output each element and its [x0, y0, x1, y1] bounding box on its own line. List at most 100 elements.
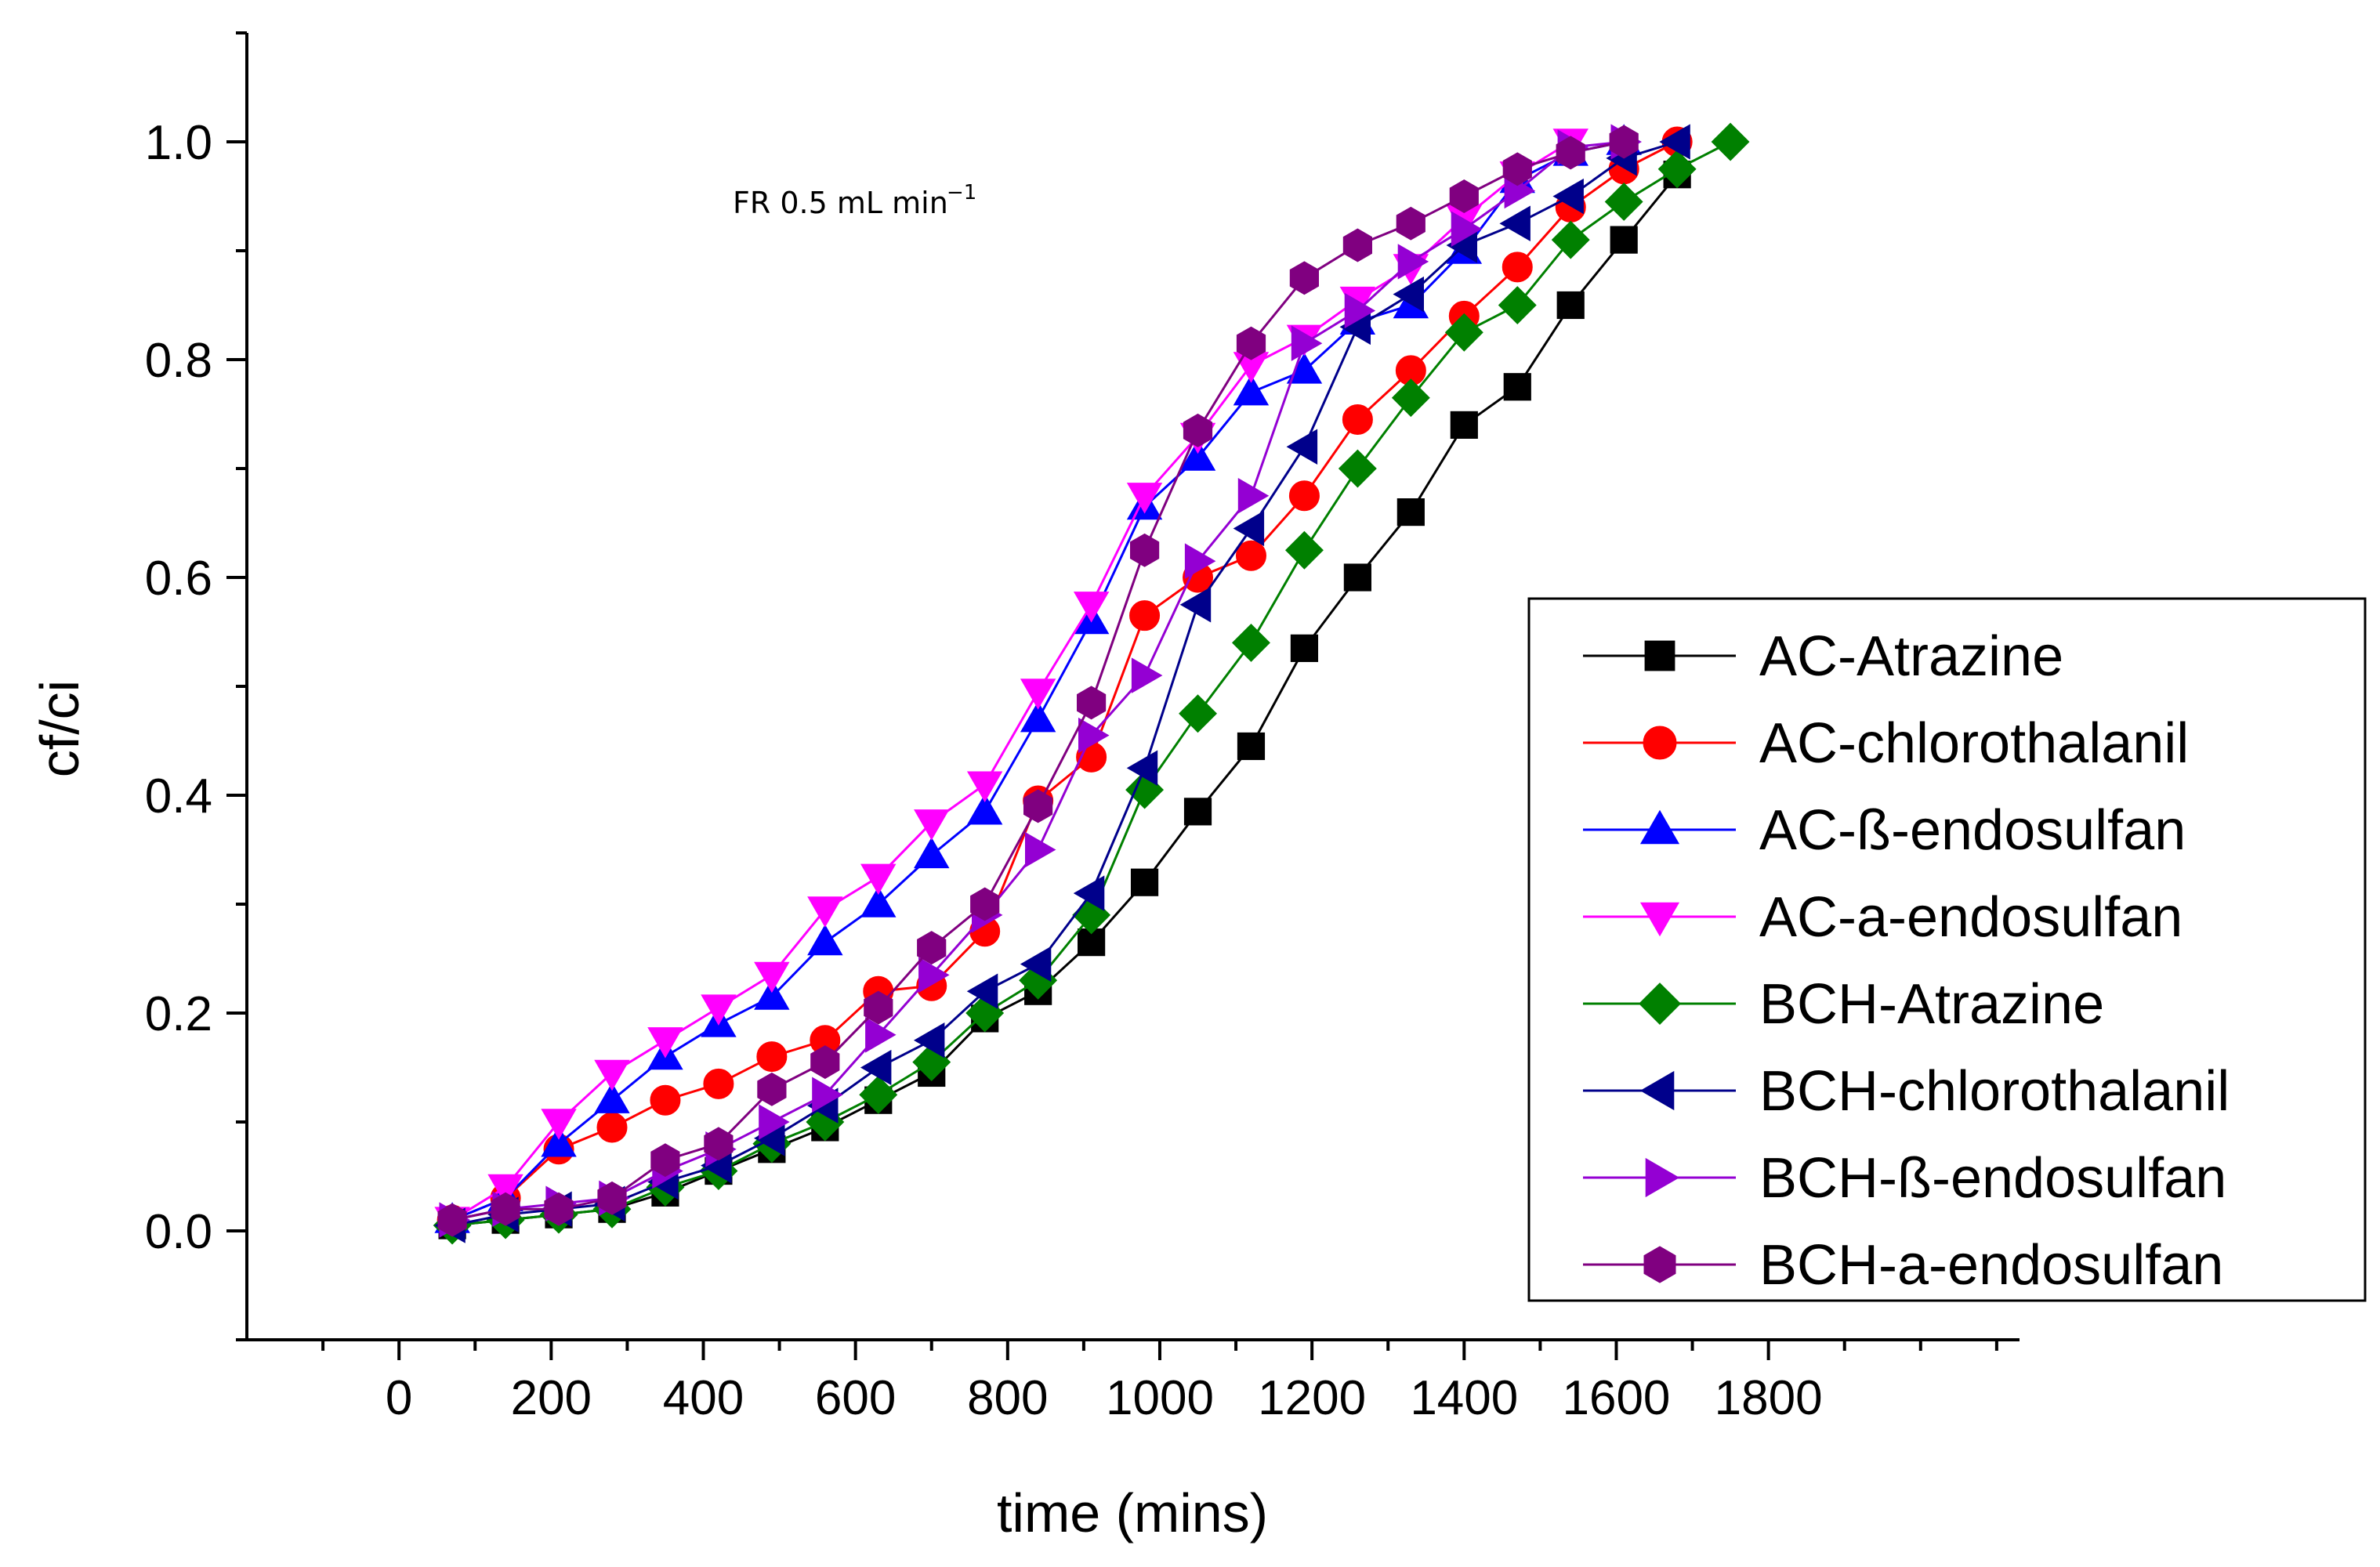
- data-point: [966, 973, 998, 1009]
- x-axis-label: time (mins): [997, 1482, 1268, 1543]
- data-point: [1235, 540, 1266, 571]
- legend-marker: [1644, 640, 1675, 671]
- data-point: [544, 1192, 574, 1226]
- x-tick-label: 0: [386, 1371, 412, 1425]
- y-axis-label: cf/ci: [29, 680, 90, 777]
- series-bch-a-endosulfan: [437, 125, 1639, 1237]
- data-point: [1449, 179, 1479, 213]
- data-point: [918, 957, 950, 993]
- data-point: [917, 931, 947, 965]
- data-point: [860, 886, 897, 917]
- data-point: [487, 1174, 523, 1206]
- data-point: [701, 994, 737, 1026]
- data-point: [757, 1072, 787, 1106]
- flow-rate-text: FR 0.5 mL min: [733, 186, 948, 220]
- data-point: [1604, 182, 1643, 221]
- data-point: [437, 1203, 467, 1237]
- series-line: [451, 140, 1571, 1221]
- data-point: [1397, 244, 1429, 280]
- data-point: [1289, 261, 1319, 295]
- y-tick-label: 0.2: [145, 987, 212, 1041]
- legend-entry: AC-ß-endosulfan: [1583, 799, 2186, 862]
- data-point: [597, 1181, 627, 1215]
- flow-rate-superscript: −1: [947, 181, 976, 204]
- data-point: [810, 1045, 840, 1080]
- x-tick-label: 1800: [1715, 1371, 1823, 1425]
- data-point: [594, 1082, 630, 1113]
- y-tick-label: 0.6: [145, 552, 212, 606]
- legend-entry: AC-a-endosulfan: [1583, 886, 2183, 949]
- data-point: [1451, 211, 1483, 247]
- data-point: [1073, 875, 1105, 911]
- data-point: [754, 961, 790, 993]
- legend-entry: BCH-chlorothalanil: [1583, 1060, 2230, 1123]
- legend-marker: [1639, 983, 1682, 1026]
- data-point: [812, 1077, 843, 1113]
- data-point: [1610, 226, 1638, 254]
- data-point: [1126, 750, 1158, 786]
- data-point: [1503, 373, 1531, 401]
- legend-label: AC-a-endosulfan: [1759, 886, 2183, 949]
- data-point: [1291, 325, 1323, 361]
- data-point: [1233, 510, 1265, 547]
- series-bch-chlorothalanil: [434, 124, 1690, 1243]
- data-point: [860, 1049, 892, 1086]
- data-point: [1231, 623, 1270, 662]
- data-point: [650, 1143, 680, 1178]
- data-point: [1552, 178, 1584, 215]
- legend-marker: [1643, 726, 1677, 760]
- data-point: [1444, 313, 1483, 352]
- data-point: [1342, 228, 1372, 262]
- y-tick-label: 0.4: [145, 769, 212, 823]
- legend-label: BCH-a-endosulfan: [1759, 1234, 2223, 1297]
- data-point: [1183, 798, 1212, 826]
- data-point: [1659, 124, 1690, 160]
- flow-rate-annotation: FR 0.5 mL min −1: [733, 181, 976, 220]
- data-point: [1338, 449, 1377, 488]
- legend-label: AC-ß-endosulfan: [1759, 799, 2186, 862]
- data-point: [1130, 533, 1160, 567]
- data-point: [1233, 374, 1270, 406]
- data-point: [1286, 429, 1318, 465]
- y-tick-label: 1.0: [145, 116, 212, 170]
- legend-entry: BCH-ß-endosulfan: [1583, 1147, 2226, 1210]
- data-point: [807, 924, 843, 956]
- data-point: [966, 793, 1003, 825]
- data-point: [1556, 291, 1585, 320]
- data-point: [1078, 717, 1110, 754]
- data-point: [860, 863, 897, 896]
- series-ac-atrazine: [438, 161, 1691, 1239]
- data-point: [970, 887, 1000, 921]
- data-point: [650, 1084, 681, 1116]
- legend-entry: AC-chlorothalanil: [1583, 712, 2189, 775]
- data-point: [1551, 220, 1590, 259]
- series-line: [451, 173, 1679, 1227]
- data-point: [914, 837, 950, 869]
- data-point: [759, 1104, 790, 1140]
- data-point: [1131, 657, 1163, 693]
- legend-label: BCH-ß-endosulfan: [1759, 1147, 2226, 1210]
- legend-entry: AC-Atrazine: [1583, 625, 2063, 688]
- data-point: [704, 1127, 734, 1161]
- data-point: [1020, 679, 1056, 710]
- data-point: [1025, 831, 1056, 868]
- x-tick-label: 1400: [1410, 1371, 1518, 1425]
- data-point: [865, 1017, 897, 1053]
- data-point: [1393, 276, 1424, 313]
- x-tick-label: 600: [815, 1371, 896, 1425]
- legend-label: BCH-chlorothalanil: [1759, 1060, 2230, 1123]
- legend-marker: [1639, 1070, 1675, 1111]
- data-point: [859, 1075, 898, 1114]
- data-point: [1284, 530, 1324, 570]
- data-point: [864, 990, 893, 1025]
- data-point: [594, 1059, 630, 1091]
- data-point: [1711, 122, 1750, 161]
- data-point: [541, 1125, 577, 1157]
- legend-entry: BCH-a-endosulfan: [1583, 1234, 2223, 1297]
- x-tick-label: 1000: [1106, 1371, 1214, 1425]
- x-tick-label: 1200: [1258, 1371, 1366, 1425]
- data-point: [1288, 480, 1320, 512]
- data-point: [913, 1022, 945, 1059]
- data-point: [1073, 592, 1110, 623]
- data-point: [541, 1109, 577, 1140]
